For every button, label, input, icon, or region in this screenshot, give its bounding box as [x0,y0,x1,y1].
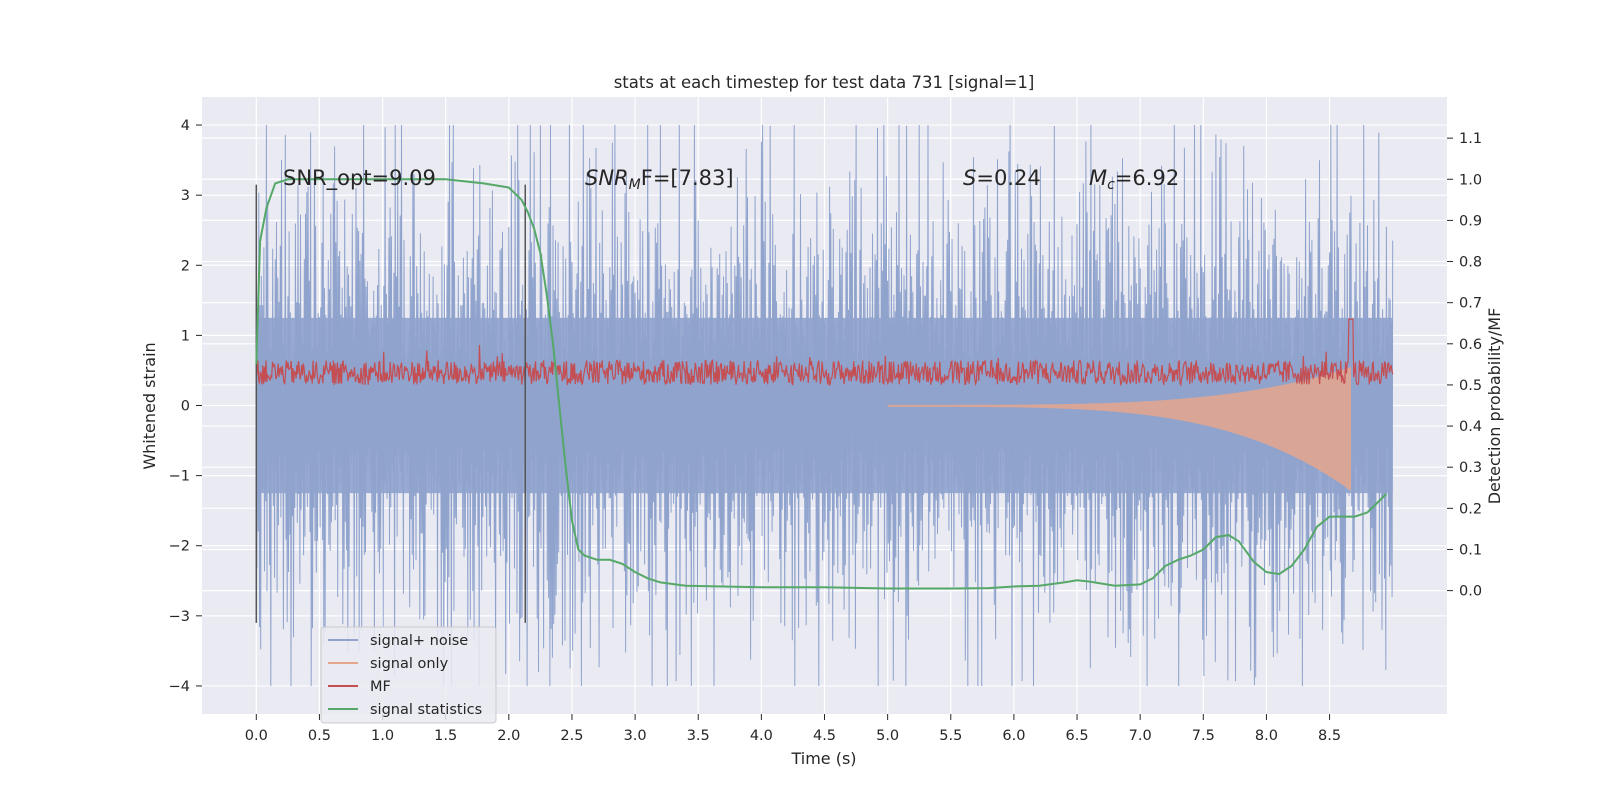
x-tick-label: 8.0 [1255,728,1278,744]
y-tick-label-left: 4 [181,118,190,134]
y-tick-label-left: 0 [181,399,190,415]
x-tick-label: 3.0 [624,728,647,744]
y-tick-label-left: 1 [181,328,190,344]
y-tick-label-left: 2 [181,258,190,274]
vertical-markers [255,184,526,623]
snr-mf-annotation: SNRMF=[7.83] [585,166,734,193]
y-axis-label-right: Detection probability/MF [1485,308,1504,505]
x-axis-label: Time (s) [790,749,856,768]
legend: signal+ noise signal only MF signal stat… [320,626,497,724]
y-tick-label-left: −2 [169,539,190,555]
x-tick-label: 6.5 [1066,728,1089,744]
y-tick-label-right: 0.3 [1459,460,1482,476]
legend-box [320,626,497,724]
y-tick-label-left: −4 [169,679,190,695]
x-tick-label: 0.5 [308,728,331,744]
y-tick-label-right: 0.6 [1459,337,1482,353]
y-tick-label-right: 1.0 [1459,172,1482,188]
x-tick-label: 7.0 [1129,728,1152,744]
y-tick-label-right: 0.5 [1459,378,1482,394]
mc-annotation: Mc=6.92 [1089,166,1179,193]
x-tick-label: 2.5 [560,728,583,744]
right-y-axis: 1.1 1.0 0.9 0.8 0.7 0.6 0.5 0.4 0.3 0.2 0.1 0.0 [1447,131,1482,600]
y-tick-label-right: 0.7 [1459,296,1482,312]
y-tick-label-right: 0.9 [1459,213,1482,229]
signal-only-series [887,367,1351,491]
y-tick-label-right: 0.1 [1459,542,1482,558]
chart-title: stats at each timestep for test data 731… [614,73,1035,92]
x-tick-label: 8.5 [1318,728,1341,744]
x-tick-label: 7.5 [1192,728,1215,744]
legend-label-mf: MF [370,679,391,695]
x-tick-label: 1.5 [434,728,457,744]
x-tick-label: 6.0 [1002,728,1025,744]
snr-opt-annotation: SNR_opt=9.09 [283,166,436,191]
y-tick-label-left: −3 [169,609,190,625]
y-tick-label-right: 0.4 [1459,419,1482,435]
signal-statistics-series [255,178,1388,590]
x-axis: 0.0 0.5 1.0 1.5 2.0 2.5 3.0 3.5 4.0 4.5 5.0 5.5 6.0 6… [245,714,1341,744]
signal-statistics-line [255,178,1388,590]
s-annotation: S=0.24 [963,166,1041,190]
annotations: SNR_opt=9.09 SNRMF=[7.83] S=0.24 Mc=6.92 [283,166,1179,193]
signal-only-envelope [887,367,1351,491]
y-tick-label-left: 3 [181,188,190,204]
left-y-axis: 4 3 2 1 0 −1 −2 −3 −4 [169,118,202,695]
x-tick-label: 4.0 [750,728,773,744]
x-tick-label: 5.5 [939,728,962,744]
legend-label-signal-only: signal only [370,656,449,672]
y-tick-label-left: −1 [169,469,190,485]
y-tick-label-right: 0.8 [1459,255,1482,271]
y-tick-label-right: 1.1 [1459,131,1482,147]
x-tick-label: 3.5 [687,728,710,744]
mf-line [255,318,1394,387]
x-tick-label: 0.0 [245,728,268,744]
legend-label-signal-statistics: signal statistics [370,702,482,718]
legend-label-signal-noise: signal+ noise [370,633,468,649]
mf-series [255,318,1394,387]
y-axis-label-left: Whitened strain [140,342,159,469]
x-tick-label: 1.0 [371,728,394,744]
x-tick-label: 2.0 [497,728,520,744]
x-tick-label: 4.5 [813,728,836,744]
y-tick-label-right: 0.0 [1459,584,1482,600]
x-tick-label: 5.0 [876,728,899,744]
y-tick-label-right: 0.2 [1459,501,1482,517]
